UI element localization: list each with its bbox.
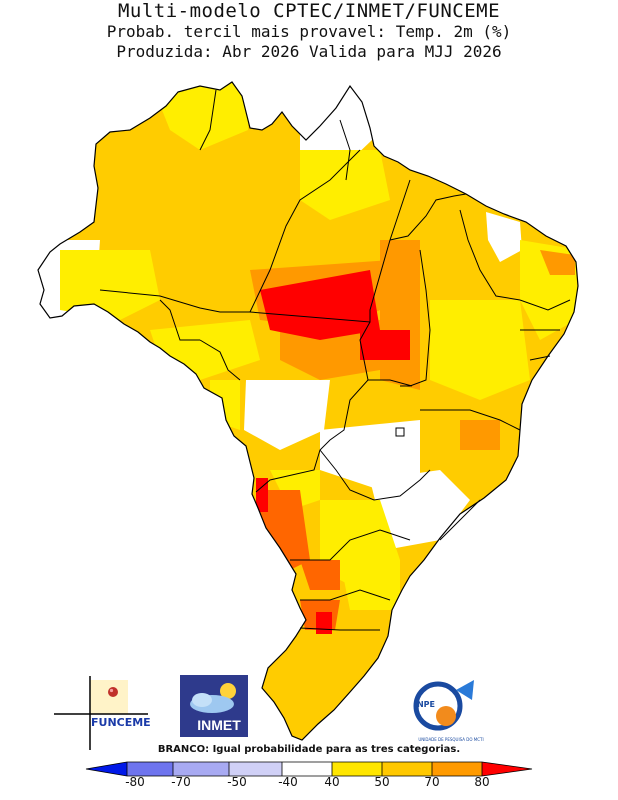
red-area-tocantins-south <box>360 330 410 360</box>
legend-tick: 80 <box>474 775 490 789</box>
border-rj <box>439 499 481 541</box>
colorbar-seg-minus70 <box>127 762 173 776</box>
border-to-go <box>359 321 413 387</box>
colorbar-seg-minus40 <box>229 762 282 776</box>
yellow-area-bahia <box>430 300 530 400</box>
border-pr-sc <box>300 589 391 601</box>
inmet-sun-icon <box>220 683 236 699</box>
border-ac <box>159 299 200 341</box>
border-to-ba <box>400 249 431 387</box>
yellow-area-west <box>60 250 160 320</box>
legend-tick: 50 <box>374 775 390 789</box>
colorbar-seg-80 <box>482 762 532 776</box>
white-area-northeast <box>486 212 522 262</box>
yellow-area-parana <box>340 560 400 610</box>
inpe-ring <box>413 681 463 731</box>
map-validity: Produzida: Abr 2026 Valida para MJJ 2026 <box>116 42 502 61</box>
border-sc-rs <box>299 627 380 631</box>
inpe-arrow-icon <box>456 680 474 700</box>
legend-tick: -50 <box>227 775 247 789</box>
funceme-sun-icon <box>108 687 118 697</box>
funceme-logo <box>54 676 148 750</box>
white-area-coast <box>470 500 520 560</box>
yellow-area-north <box>150 82 250 150</box>
orange-area-ne-tip <box>540 250 575 275</box>
orange-area-bahia-south <box>460 420 500 450</box>
inpe-orange-dot <box>436 706 456 726</box>
colorbar-seg-white <box>282 762 332 776</box>
legend-tick: -70 <box>171 775 191 789</box>
white-area-southeast <box>370 470 470 548</box>
yellow-area-para <box>300 150 390 220</box>
legend-note: BRANCO: Igual probabilidade para as tres… <box>157 744 461 755</box>
border-ap <box>339 119 351 181</box>
border-am-south <box>99 289 250 313</box>
colorbar-seg-minus50 <box>173 762 229 776</box>
legend-tick: 70 <box>424 775 440 789</box>
title-block: Multi-modelo CPTEC/INMET/FUNCEME Probab.… <box>0 0 618 62</box>
border-ma-pi <box>389 193 467 241</box>
colorbar-seg-minus80 <box>86 762 127 776</box>
inmet-logo-text: INMET <box>197 717 241 733</box>
funceme-logo-panel <box>90 680 128 714</box>
colorbar-seg-50 <box>382 762 432 776</box>
border-mt-ms <box>255 379 369 493</box>
map-title: Multi-modelo CPTEC/INMET/FUNCEME <box>117 0 501 22</box>
darkorange-area-ms-south <box>300 560 340 590</box>
colorbar-seg-70 <box>432 762 482 776</box>
border-mt-north <box>249 239 391 323</box>
colorbar-seg-40 <box>332 762 382 776</box>
border-pa-ma <box>389 179 411 241</box>
border-go-mg <box>319 449 431 501</box>
border-al-se <box>529 355 551 361</box>
white-area-central <box>320 420 420 490</box>
border-pi-ce <box>459 209 521 301</box>
yellow-area-rondonia-south <box>210 380 240 430</box>
inmet-logo <box>180 675 248 737</box>
orange-area-tocantins <box>380 240 420 390</box>
border-df <box>395 427 405 437</box>
red-area-sc-border <box>316 612 332 634</box>
legend-tick: 40 <box>324 775 340 789</box>
border-ro <box>199 339 241 381</box>
inpe-logo-text: INPE <box>414 700 435 709</box>
state-borders <box>99 89 571 631</box>
probability-shading <box>38 82 578 740</box>
legend-tick: -80 <box>125 775 145 789</box>
funceme-logo-text: FUNCEME <box>91 716 151 729</box>
white-area-central-west <box>244 380 330 450</box>
red-area-ms-border <box>256 478 268 512</box>
map-subtitle: Probab. tercil mais provavel: Temp. 2m (… <box>106 22 512 41</box>
inpe-logo <box>413 680 474 731</box>
border-rr <box>199 89 217 151</box>
border-rn-pb <box>519 299 571 311</box>
inpe-logo-subtitle: UNIDADE DE PESQUISA DO MCTI <box>418 737 484 742</box>
darkorange-area-ms-west <box>256 490 310 570</box>
border-ms-sp <box>290 529 411 561</box>
legend-colorbar <box>85 761 533 777</box>
red-area-mato-grosso <box>260 270 380 340</box>
legend-tick: -40 <box>278 775 298 789</box>
border-am-pa <box>249 149 361 313</box>
border-ba-mg <box>420 409 521 431</box>
